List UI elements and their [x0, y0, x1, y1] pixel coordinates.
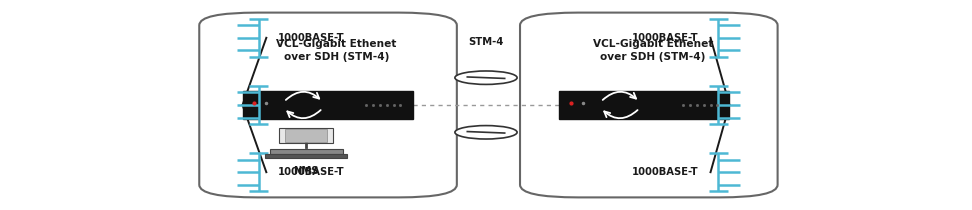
Bar [560, 91, 729, 119]
Text: VCL-Gigabit Ethenet
over SDH (STM-4): VCL-Gigabit Ethenet over SDH (STM-4) [593, 39, 713, 62]
FancyBboxPatch shape [520, 13, 778, 197]
Text: 1000BASE-T: 1000BASE-T [632, 167, 699, 177]
Text: 1000BASE-T: 1000BASE-T [278, 167, 345, 177]
Text: 1000BASE-T: 1000BASE-T [278, 33, 345, 43]
Circle shape [455, 71, 517, 84]
Text: 1000BASE-FX: 1000BASE-FX [623, 100, 699, 110]
Bar [280, 128, 332, 143]
Text: 1000BASE-FX: 1000BASE-FX [278, 100, 354, 110]
Bar [264, 154, 348, 158]
Text: 1000BASE-T: 1000BASE-T [632, 33, 699, 43]
Circle shape [455, 126, 517, 139]
Text: NMS: NMS [294, 166, 319, 176]
Text: VCL-Gigabit Ethenet
over SDH (STM-4): VCL-Gigabit Ethenet over SDH (STM-4) [276, 39, 397, 62]
Bar [270, 149, 343, 154]
Text: STM-4: STM-4 [469, 37, 503, 47]
Bar [286, 129, 327, 142]
Bar [243, 91, 412, 119]
FancyBboxPatch shape [199, 13, 457, 197]
